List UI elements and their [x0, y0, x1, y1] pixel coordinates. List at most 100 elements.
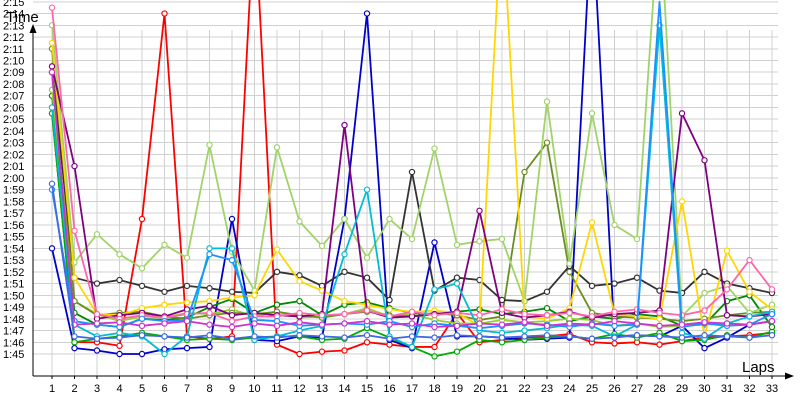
x-tick-label: 28	[653, 383, 665, 395]
data-point	[93, 347, 101, 354]
data-point	[161, 10, 168, 17]
data-point	[588, 219, 596, 226]
x-tick-label: 8	[206, 383, 212, 395]
data-point	[228, 335, 236, 342]
data-point	[656, 315, 663, 322]
data-point	[521, 319, 528, 326]
data-point	[251, 292, 258, 299]
data-point	[768, 286, 776, 293]
y-tick-label: 2:08	[3, 79, 24, 91]
y-axis-arrow	[29, 24, 37, 33]
data-point	[566, 260, 573, 267]
data-point	[341, 320, 348, 327]
data-point	[138, 332, 146, 339]
data-point	[183, 254, 191, 261]
data-point	[701, 289, 708, 297]
data-point	[273, 334, 281, 341]
data-point	[116, 251, 123, 258]
x-tick-label: 20	[473, 383, 485, 395]
x-tick-label: 11	[271, 383, 282, 395]
data-point	[161, 320, 168, 327]
data-point	[701, 307, 708, 314]
data-point	[633, 320, 641, 327]
data-point	[408, 308, 416, 315]
data-point	[701, 319, 708, 326]
data-point	[543, 332, 551, 339]
data-point	[746, 288, 753, 295]
data-point	[318, 242, 326, 250]
data-point	[633, 235, 641, 243]
x-tick-label: 14	[338, 383, 350, 395]
data-point	[138, 282, 146, 290]
data-point	[386, 321, 393, 328]
x-tick-label: 13	[316, 383, 328, 395]
data-point	[543, 139, 551, 146]
x-tick-label: 21	[496, 383, 508, 395]
data-point	[386, 296, 393, 304]
data-point	[678, 110, 686, 117]
y-tick-label: 1:48	[3, 314, 24, 326]
x-tick-label: 25	[586, 383, 598, 395]
data-point	[543, 288, 551, 295]
x-tick-label: 12	[293, 383, 305, 395]
x-tick-label: 2	[71, 383, 77, 395]
data-point	[723, 247, 731, 254]
data-point	[138, 350, 146, 358]
data-point	[71, 162, 78, 170]
x-tick-label: 7	[184, 383, 190, 395]
data-point	[633, 274, 641, 281]
y-tick-label: 1:47	[3, 326, 24, 338]
data-point	[71, 339, 78, 346]
y-tick-label: 2:03	[3, 138, 24, 150]
data-point	[296, 350, 303, 358]
data-point	[228, 215, 236, 223]
data-point	[273, 246, 281, 253]
data-point	[228, 317, 236, 325]
data-point	[48, 39, 56, 47]
data-point	[723, 333, 731, 340]
data-point	[48, 69, 56, 76]
data-point	[746, 313, 753, 320]
data-point	[318, 321, 326, 328]
data-point	[363, 332, 371, 339]
x-tick-label: 5	[139, 383, 145, 395]
x-tick-label: 24	[563, 383, 575, 395]
y-tick-label: 1:58	[3, 196, 24, 208]
data-point	[206, 285, 213, 292]
data-point	[206, 309, 213, 317]
data-point	[228, 256, 236, 264]
y-tick-label: 1:57	[3, 208, 24, 220]
data-point	[386, 306, 393, 313]
data-point	[453, 348, 461, 355]
data-point	[476, 333, 483, 340]
data-point	[161, 301, 168, 308]
data-point	[476, 207, 483, 214]
data-point	[341, 121, 348, 129]
data-point	[71, 333, 78, 340]
data-point	[273, 322, 281, 330]
data-point	[746, 321, 753, 328]
data-point	[678, 334, 686, 341]
data-point	[363, 10, 371, 17]
data-point	[93, 335, 101, 342]
series-lines	[48, 0, 776, 360]
data-point	[363, 274, 371, 281]
data-point	[408, 343, 416, 351]
data-point	[498, 321, 506, 328]
y-tick-label: 2:10	[3, 56, 24, 68]
x-tick-label: 30	[698, 383, 710, 395]
data-point	[48, 245, 56, 252]
data-point	[48, 63, 56, 70]
data-point	[296, 332, 303, 339]
data-point	[566, 309, 573, 317]
data-point	[768, 332, 776, 339]
data-point	[93, 320, 101, 327]
data-point	[341, 251, 348, 258]
y-tick-label: 2:13	[3, 20, 24, 32]
data-point	[543, 312, 551, 319]
data-point	[521, 327, 528, 334]
data-point	[543, 322, 551, 330]
data-point	[431, 323, 438, 331]
